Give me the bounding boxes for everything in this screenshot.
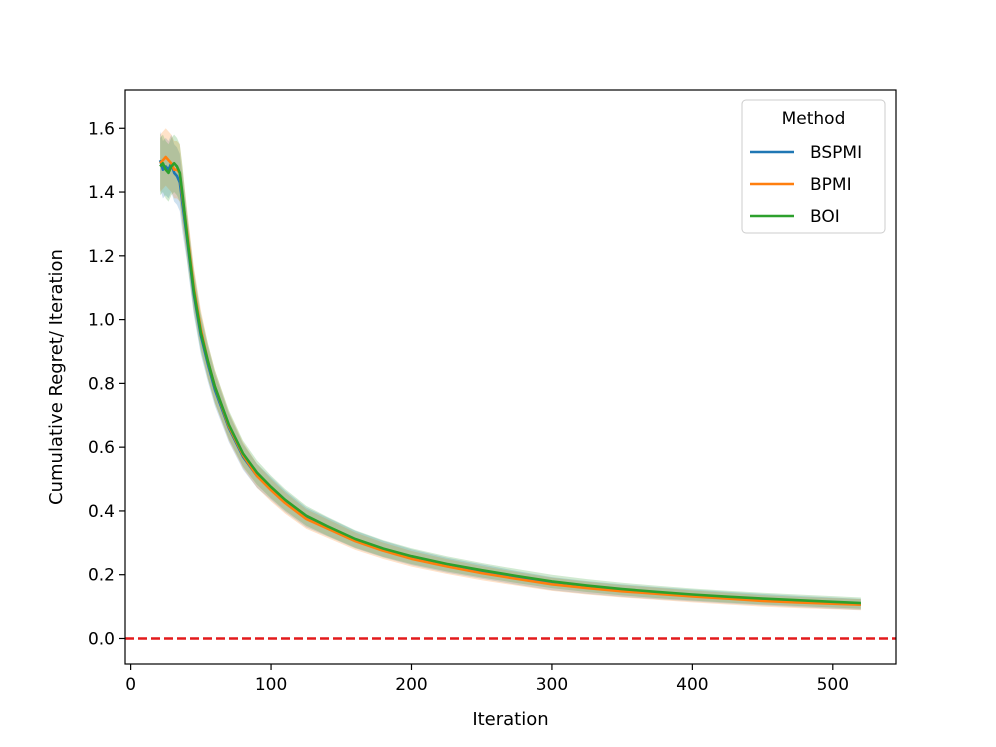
legend-box — [741, 99, 886, 234]
series-lines — [158, 155, 861, 606]
y-axis-label: Cumulative Regret/ Iteration — [46, 249, 67, 505]
x-tick-label: 200 — [395, 675, 427, 695]
y-tick-label: 0.2 — [88, 566, 115, 586]
x-tick-label: 500 — [817, 675, 849, 695]
x-tick-label: 400 — [676, 675, 708, 695]
legend-items: BSPMI BPMI BOI — [750, 143, 862, 227]
y-tick-label: 1.0 — [88, 311, 115, 331]
y-tick-label: 0.6 — [88, 438, 115, 458]
legend-title: Method — [782, 109, 846, 129]
legend-label-bpmi: BPMI — [810, 175, 852, 195]
y-tick-label: 1.2 — [88, 247, 115, 267]
y-tick-label: 1.6 — [88, 119, 115, 139]
y-tick-label: 0.0 — [88, 629, 115, 649]
x-tick-label: 300 — [536, 675, 568, 695]
series-line-boi — [159, 162, 861, 605]
legend: Method BSPMI BPMI BOI — [741, 99, 886, 234]
legend-label-bspmi: BSPMI — [810, 143, 862, 163]
y-tick-label: 0.8 — [88, 374, 115, 394]
y-tick-label: 0.4 — [88, 502, 115, 522]
y-axis-ticks: 0.0 0.2 0.4 0.6 0.8 1.0 1.2 1.4 1.6 — [88, 119, 125, 649]
x-axis-label: Iteration — [472, 709, 548, 730]
y-tick-label: 1.4 — [88, 183, 115, 203]
legend-label-boi: BOI — [810, 207, 840, 227]
x-tick-label: 0 — [125, 675, 136, 695]
x-axis-ticks: 0 100 200 300 400 500 — [125, 664, 849, 695]
x-tick-label: 100 — [255, 675, 287, 695]
axes-frame — [124, 89, 897, 665]
